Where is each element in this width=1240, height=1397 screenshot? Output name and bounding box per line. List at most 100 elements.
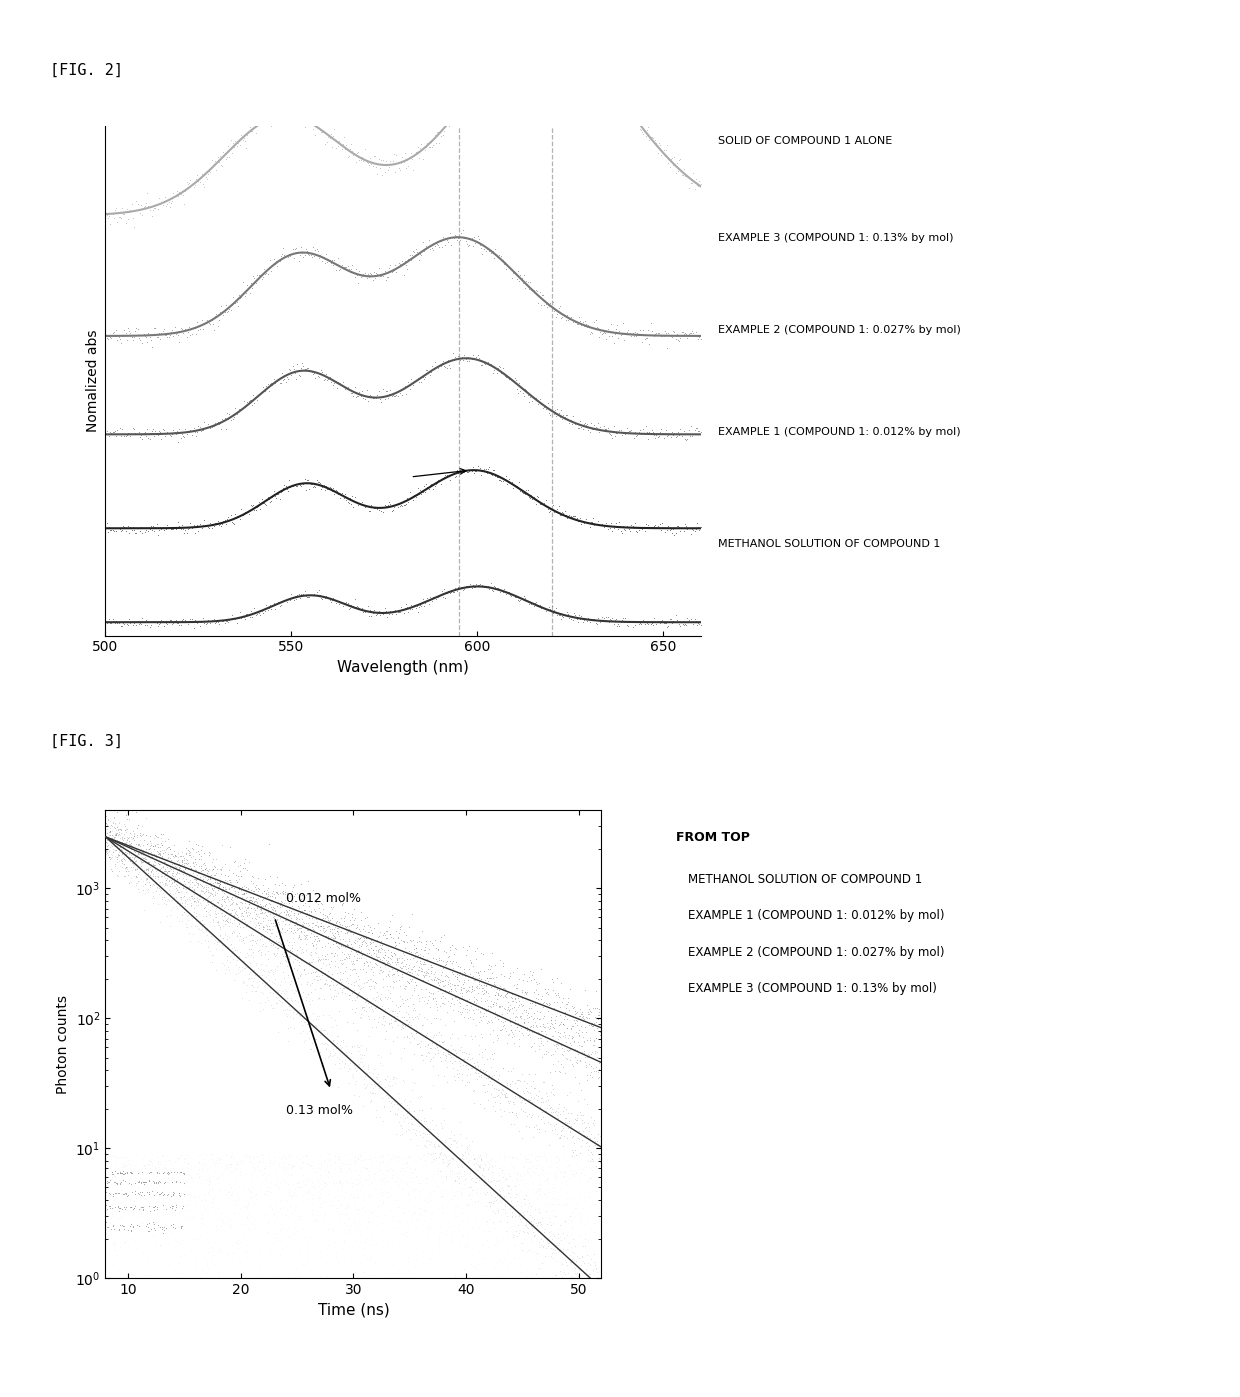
Point: [166, 1196, 186, 1218]
Point: [124, 1173, 144, 1196]
Point: [474, 1180, 494, 1203]
Point: [377, 951, 397, 974]
Point: [615, 520, 635, 542]
Point: [357, 267, 377, 289]
Point: [409, 1182, 429, 1204]
Point: [326, 1032, 346, 1055]
Point: [272, 918, 291, 940]
Point: [538, 1171, 558, 1193]
Point: [161, 873, 181, 895]
Point: [134, 1171, 154, 1193]
Point: [472, 242, 492, 264]
Point: [119, 861, 139, 883]
Point: [125, 1194, 145, 1217]
Point: [273, 929, 293, 951]
Point: [521, 1076, 541, 1098]
Point: [453, 1048, 472, 1070]
Point: [508, 260, 528, 282]
Point: [311, 1017, 331, 1039]
Point: [151, 1182, 171, 1204]
Point: [476, 352, 496, 374]
Point: [125, 851, 145, 873]
Point: [258, 882, 278, 904]
Point: [513, 1007, 533, 1030]
Point: [185, 858, 205, 880]
Point: [469, 961, 489, 983]
Point: [269, 1175, 289, 1197]
Point: [481, 975, 501, 997]
Point: [210, 875, 229, 897]
Point: [515, 963, 534, 985]
Point: [327, 253, 347, 275]
Point: [238, 1178, 258, 1200]
Point: [139, 845, 159, 868]
Point: [575, 1201, 595, 1224]
Point: [341, 950, 361, 972]
Point: [97, 1215, 117, 1238]
Point: [614, 517, 634, 539]
Point: [133, 879, 153, 901]
Point: [396, 1009, 415, 1031]
Point: [232, 988, 252, 1010]
Point: [272, 590, 291, 612]
Point: [543, 1172, 563, 1194]
Point: [134, 196, 154, 218]
Point: [405, 999, 425, 1021]
Point: [620, 321, 640, 344]
Point: [138, 1220, 157, 1242]
Point: [277, 1218, 296, 1241]
Point: [546, 1168, 565, 1190]
Point: [274, 1225, 294, 1248]
Point: [205, 412, 224, 434]
Point: [337, 1053, 357, 1076]
Point: [408, 944, 428, 967]
Point: [590, 1146, 610, 1168]
Point: [193, 1246, 213, 1268]
Point: [585, 416, 605, 439]
Point: [386, 970, 405, 992]
Point: [487, 465, 507, 488]
Point: [445, 1129, 465, 1151]
Point: [237, 1197, 257, 1220]
Point: [430, 474, 450, 496]
Point: [222, 876, 242, 898]
Point: [131, 859, 151, 882]
Point: [347, 1220, 367, 1242]
Point: [636, 610, 656, 633]
Point: [461, 1176, 481, 1199]
Point: [439, 944, 459, 967]
Point: [118, 422, 138, 444]
Point: [291, 1002, 311, 1024]
Point: [165, 855, 185, 877]
Point: [114, 823, 134, 845]
Point: [543, 1187, 563, 1210]
Point: [362, 1083, 382, 1105]
Point: [296, 972, 316, 995]
Point: [538, 1220, 558, 1242]
Point: [544, 1224, 564, 1246]
Point: [458, 1194, 477, 1217]
Point: [681, 522, 701, 545]
Point: [384, 1146, 404, 1168]
Point: [113, 840, 133, 862]
Point: [459, 70, 479, 92]
Point: [474, 982, 494, 1004]
Point: [553, 1025, 573, 1048]
Point: [340, 1158, 360, 1180]
Point: [171, 859, 191, 882]
Point: [165, 875, 185, 897]
Point: [360, 1148, 379, 1171]
Point: [548, 1187, 568, 1210]
Point: [521, 1227, 541, 1249]
Point: [275, 95, 295, 117]
Point: [433, 992, 453, 1014]
Point: [253, 895, 273, 918]
Point: [329, 370, 348, 393]
Point: [161, 900, 181, 922]
Point: [583, 1259, 603, 1281]
Point: [162, 883, 182, 905]
Point: [567, 507, 587, 529]
Point: [366, 1074, 386, 1097]
Point: [331, 1201, 351, 1224]
Point: [465, 348, 485, 370]
